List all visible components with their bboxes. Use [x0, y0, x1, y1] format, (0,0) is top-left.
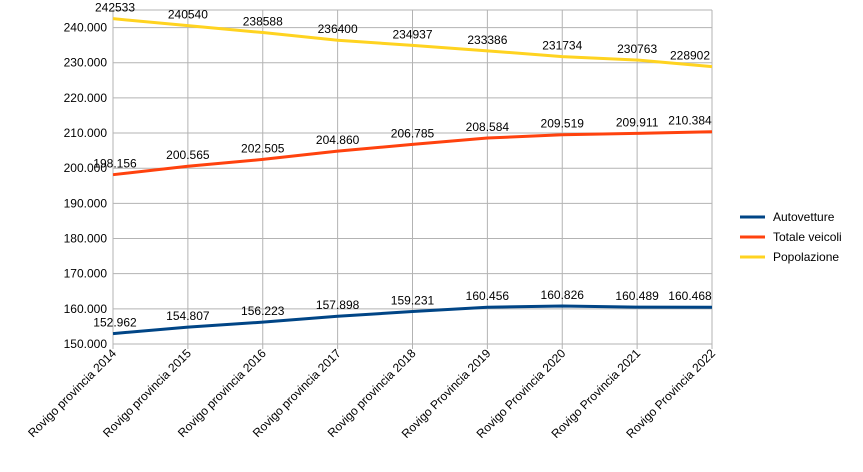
data-label: 159.231 [391, 294, 435, 308]
y-tick-label: 190.000 [64, 196, 108, 210]
y-tick-label: 180.000 [64, 232, 108, 246]
legend: Autovetture Totale veicoli Popolazione [740, 210, 842, 264]
series-line-totale-veicoli [112, 130, 713, 177]
data-label: 209.519 [541, 117, 585, 131]
y-tick-label: 170.000 [64, 267, 108, 281]
data-label: 160.489 [615, 289, 659, 303]
data-labels: 152.962 154.807 156.223 157.898 159.231 160.4… [93, 1, 712, 330]
data-label: 204.860 [316, 133, 360, 147]
y-tick-label: 220.000 [64, 91, 108, 105]
y-tick-label: 210.000 [64, 126, 108, 140]
data-label: 157.898 [316, 298, 360, 312]
data-label: 200.565 [166, 148, 210, 162]
data-label: 210.384 [668, 114, 712, 128]
data-label: 230763 [617, 42, 657, 56]
y-tick-label: 200.000 [64, 161, 108, 175]
y-tick-label: 230.000 [64, 56, 108, 70]
y-tick-label: 150.000 [64, 337, 108, 351]
data-label: 233386 [467, 33, 507, 47]
data-label: 160.826 [541, 288, 585, 302]
data-label: 228902 [670, 49, 710, 63]
data-label: 231734 [542, 39, 582, 53]
data-label: 198.156 [93, 157, 137, 171]
data-label: 242533 [95, 1, 135, 15]
data-label: 160.468 [668, 289, 712, 303]
data-label: 208.584 [466, 120, 510, 134]
data-label: 240540 [168, 8, 208, 22]
data-label: 234937 [392, 27, 432, 41]
series-line-autovetture [112, 304, 713, 336]
data-label: 154.807 [166, 309, 210, 323]
y-tick-label: 240.000 [64, 21, 108, 35]
data-label: 209.911 [616, 115, 659, 129]
legend-label: Autovetture [773, 210, 835, 224]
series-line-popolazione [112, 17, 713, 69]
data-label: 202.505 [241, 141, 285, 155]
series-lines [112, 17, 713, 336]
legend-label: Totale veicoli [773, 230, 842, 244]
legend-label: Popolazione [773, 250, 839, 264]
data-label: 152.962 [93, 316, 137, 330]
data-label: 236400 [318, 22, 358, 36]
data-label: 156.223 [241, 304, 285, 318]
data-label: 238588 [243, 15, 283, 29]
y-axis-ticks: 150.000 160.000 170.000 180.000 190.000 200.0… [64, 21, 108, 351]
data-label: 206.785 [391, 126, 435, 140]
grid-lines [112, 9, 713, 349]
data-label: 160.456 [466, 289, 510, 303]
y-tick-label: 160.000 [64, 302, 108, 316]
